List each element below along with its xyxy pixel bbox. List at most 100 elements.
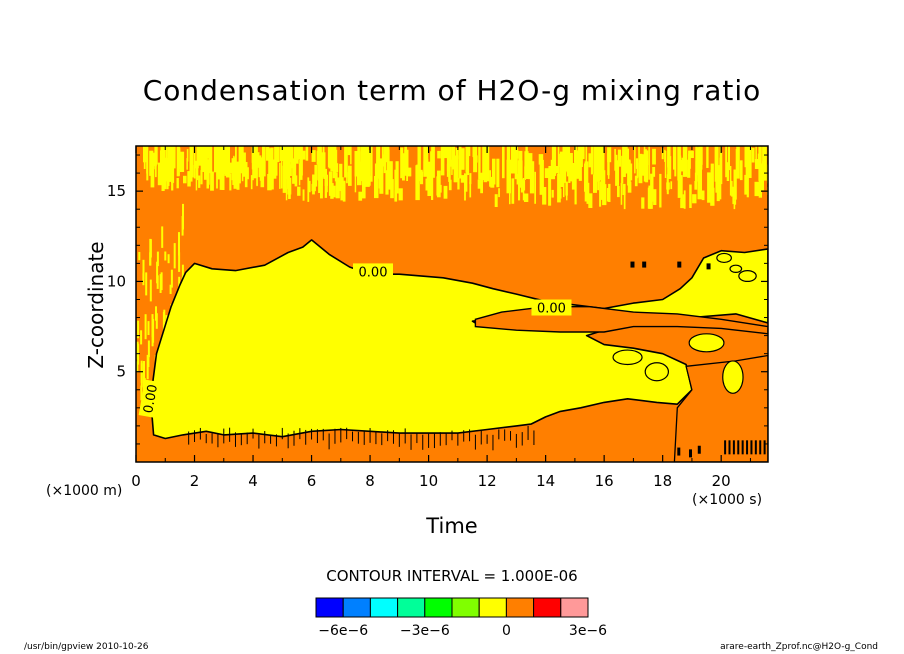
band-streak (376, 146, 381, 179)
contour-speck (724, 440, 727, 455)
x-tick-label: 14 (536, 472, 555, 490)
band-streak (347, 146, 351, 156)
plot-frame (135, 145, 769, 463)
band-streak (167, 146, 170, 173)
band-streak (285, 188, 288, 201)
band-streak (259, 157, 264, 181)
band-streak (623, 146, 628, 174)
band-streak (539, 159, 544, 195)
band-streak (716, 165, 720, 202)
band-streak (243, 152, 246, 177)
band-streak (216, 172, 218, 189)
band-streak (176, 178, 179, 189)
band-streak (577, 146, 580, 179)
band-streak (444, 187, 446, 198)
band-streak (154, 146, 158, 165)
band-streak (460, 175, 466, 183)
band-streak (314, 164, 318, 187)
band-streak (256, 158, 258, 187)
band-streak (588, 153, 592, 168)
band-streak (563, 169, 567, 183)
band-streak (726, 162, 730, 181)
band-streak (407, 167, 412, 177)
band-streak (149, 150, 154, 176)
x-tick-label: 16 (595, 472, 614, 490)
band-streak (477, 179, 481, 189)
contour-label: 0.00 (353, 263, 393, 280)
band-streak (348, 165, 352, 186)
band-streak (519, 160, 523, 188)
band-streak (271, 172, 274, 190)
region-blob (688, 333, 725, 353)
band-streak (563, 146, 567, 173)
band-streak (451, 146, 456, 170)
band-streak (448, 179, 452, 191)
band-streak (627, 181, 632, 193)
band-streak (144, 314, 147, 340)
band-streak (688, 153, 691, 162)
region-blob (738, 270, 757, 283)
band-streak (208, 156, 210, 185)
band-streak (344, 146, 348, 178)
band-streak (221, 146, 226, 174)
band-streak (680, 175, 683, 206)
band-streak (509, 182, 511, 205)
band-streak (170, 269, 173, 288)
region-blob (644, 362, 670, 382)
band-streak (317, 146, 322, 181)
band-streak (294, 146, 299, 164)
band-streak (621, 155, 624, 184)
band-streak (460, 148, 465, 170)
y-tick-label: 5 (116, 363, 126, 381)
band-streak (689, 150, 694, 158)
band-streak (494, 194, 498, 207)
band-streak (193, 146, 196, 179)
band-streak (196, 150, 199, 181)
band-streak (739, 160, 743, 181)
x-tick-label: 18 (653, 472, 672, 490)
band-streak (311, 150, 316, 162)
band-streak (290, 146, 293, 169)
band-streak (395, 161, 399, 194)
band-streak (670, 181, 673, 190)
band-streak (617, 149, 621, 167)
band-streak (565, 181, 568, 196)
band-streak (754, 159, 760, 169)
band-streak (465, 146, 468, 173)
band-streak (595, 146, 601, 182)
band-streak (321, 152, 326, 177)
band-streak (173, 243, 176, 269)
x-tick-label: 2 (190, 472, 200, 490)
band-streak (464, 174, 466, 201)
band-streak (468, 146, 471, 157)
band-streak (718, 172, 722, 200)
band-streak (469, 182, 472, 198)
band-streak (266, 146, 270, 161)
band-streak (217, 146, 221, 180)
band-streak (600, 146, 604, 178)
band-streak (149, 239, 152, 258)
band-streak (653, 189, 657, 205)
band-streak (548, 166, 551, 182)
x-tick-label: 10 (419, 472, 438, 490)
band-streak (234, 157, 237, 169)
contour-label-text: 0.00 (141, 383, 161, 414)
band-streak (354, 151, 359, 177)
band-streak (710, 169, 714, 191)
band-streak (324, 168, 327, 198)
band-streak (559, 156, 562, 185)
band-streak (270, 147, 274, 174)
band-streak (588, 193, 593, 208)
x-tick-label: 0 (131, 472, 141, 490)
band-streak (511, 178, 515, 204)
footer-right: arare-earth_Zprof.nc@H2O-g_Cond (720, 642, 878, 652)
band-streak (557, 146, 560, 182)
band-streak (166, 158, 169, 190)
band-streak (362, 167, 366, 199)
band-streak (178, 232, 180, 256)
band-streak (242, 154, 245, 177)
band-streak (597, 176, 599, 191)
band-streak (469, 173, 472, 185)
band-streak (357, 161, 362, 186)
band-streak (246, 167, 249, 180)
